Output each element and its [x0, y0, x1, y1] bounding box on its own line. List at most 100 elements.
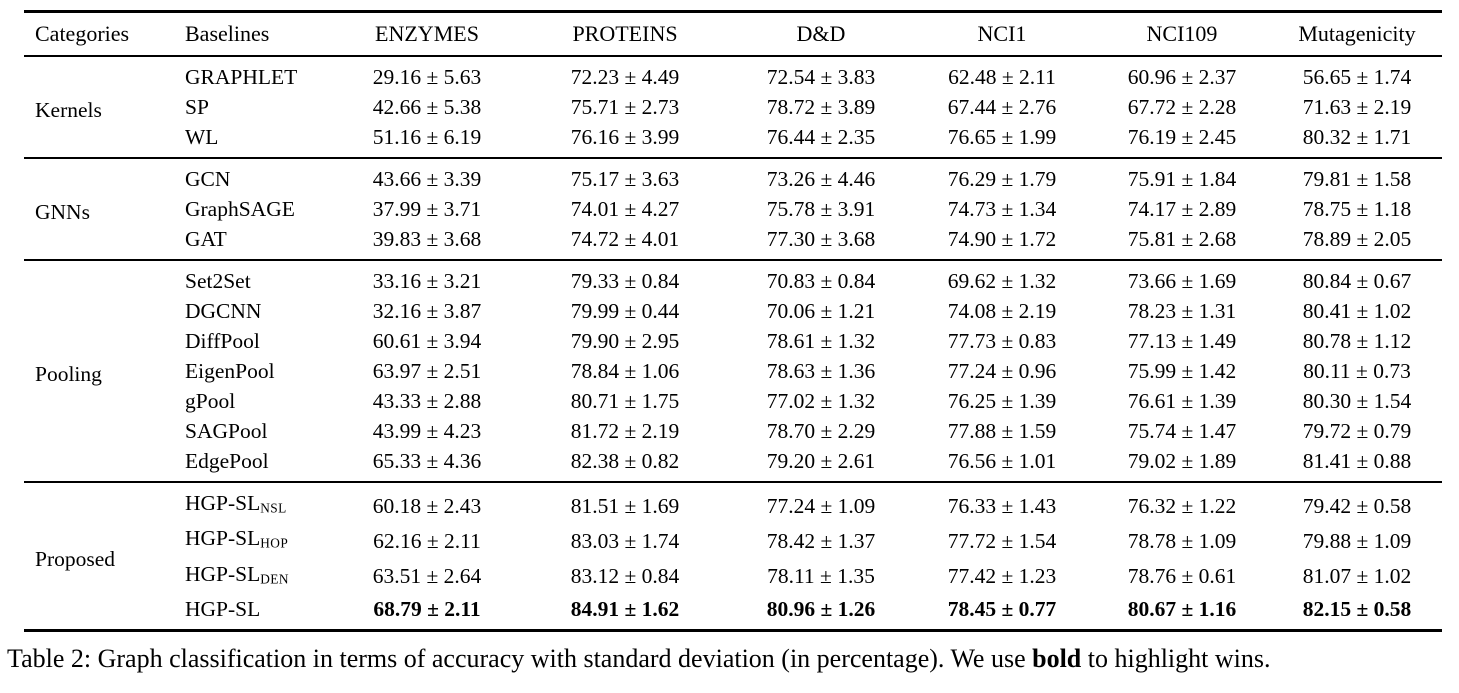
value-cell: 79.20 ± 2.61 — [766, 449, 876, 473]
baseline-subscript: HOP — [260, 535, 289, 551]
value-cell: 79.72 ± 0.79 — [1302, 419, 1412, 443]
baseline-cell: EdgePool — [185, 449, 269, 473]
table-caption: Table 2: Graph classification in terms o… — [7, 642, 1457, 676]
value-cell: 80.96 ± 1.26 — [766, 597, 876, 622]
value-cell: 63.97 ± 2.51 — [372, 359, 482, 383]
baseline-cell: HGP-SLHOP — [174, 523, 334, 558]
value-cell: 77.88 ± 1.59 — [947, 419, 1057, 443]
value-cell: 74.72 ± 4.01 — [570, 227, 680, 251]
table-row: WL 51.16 ± 6.19 76.16 ± 3.99 76.44 ± 2.35 76… — [24, 122, 1442, 158]
value-cell: 79.99 ± 0.44 — [570, 299, 680, 323]
value-cell: 75.99 ± 1.42 — [1127, 359, 1237, 383]
value-cell: 62.48 ± 2.11 — [948, 65, 1056, 89]
value-cell: 77.42 ± 1.23 — [947, 564, 1057, 589]
baseline-cell: GAT — [185, 227, 227, 251]
table-row: Proposed HGP-SLNSL 60.18 ± 2.43 81.51 ± 1.6… — [24, 482, 1442, 571]
value-cell: 78.45 ± 0.77 — [947, 597, 1057, 622]
value-cell: 81.72 ± 2.19 — [570, 419, 680, 443]
baseline-cell: GraphSAGE — [185, 197, 295, 221]
value-cell: 84.91 ± 1.62 — [570, 597, 680, 622]
section-proposed: Proposed HGP-SLNSL 60.18 ± 2.43 81.51 ± 1.6… — [24, 482, 1442, 631]
value-cell: 63.51 ± 2.64 — [372, 564, 482, 589]
value-cell: 78.11 ± 1.35 — [767, 564, 875, 589]
value-cell: 77.73 ± 0.83 — [947, 329, 1057, 353]
table-row: HGP-SLHOP 62.16 ± 2.11 83.03 ± 1.74 78.42 ±… — [24, 523, 1442, 558]
baseline-cell: WL — [185, 125, 219, 149]
value-cell: 74.08 ± 2.19 — [947, 299, 1057, 323]
value-cell: 60.61 ± 3.94 — [372, 329, 482, 353]
value-cell: 74.90 ± 1.72 — [947, 227, 1057, 251]
value-cell: 76.19 ± 2.45 — [1127, 125, 1237, 149]
value-cell: 79.81 ± 1.58 — [1302, 167, 1412, 191]
value-cell: 78.84 ± 1.06 — [570, 359, 680, 383]
table-row: SAGPool 43.99 ± 4.23 81.72 ± 2.19 78.70 ± 2… — [24, 416, 1442, 446]
value-cell: 80.78 ± 1.12 — [1302, 329, 1412, 353]
value-cell: 43.99 ± 4.23 — [372, 419, 482, 443]
value-cell: 72.23 ± 4.49 — [570, 65, 680, 89]
results-table: Categories Baselines ENZYMES PROTEINS D&D NCI… — [24, 10, 1442, 633]
column-header-baselines: Baselines — [185, 21, 270, 46]
category-cell: Proposed — [35, 546, 116, 571]
value-cell: 80.41 ± 1.02 — [1302, 299, 1412, 323]
column-header-categories: Categories — [35, 21, 130, 46]
header-row: Categories Baselines ENZYMES PROTEINS D&D NCI… — [24, 12, 1442, 57]
value-cell: 77.02 ± 1.32 — [766, 389, 876, 413]
value-cell: 77.72 ± 1.54 — [947, 529, 1057, 554]
value-cell: 81.51 ± 1.69 — [570, 493, 680, 518]
value-cell: 81.07 ± 1.02 — [1302, 564, 1412, 589]
column-header-d-d: D&D — [796, 21, 846, 46]
value-cell: 83.12 ± 0.84 — [570, 564, 680, 589]
baseline-subscript: NSL — [260, 500, 287, 516]
value-cell: 78.76 ± 0.61 — [1127, 564, 1237, 589]
value-cell: 73.66 ± 1.69 — [1127, 269, 1237, 293]
caption-bold-word: bold — [1032, 644, 1082, 673]
value-cell: 33.16 ± 3.21 — [372, 269, 482, 293]
baseline-cell: gPool — [185, 389, 236, 413]
value-cell: 42.66 ± 5.38 — [372, 95, 482, 119]
value-cell: 77.30 ± 3.68 — [766, 227, 876, 251]
baseline-name: HGP-SL — [185, 561, 261, 586]
baseline-cell: HGP-SL — [185, 597, 261, 622]
value-cell: 32.16 ± 3.87 — [372, 299, 482, 323]
value-cell: 82.15 ± 0.58 — [1302, 597, 1412, 622]
value-cell: 74.01 ± 4.27 — [570, 197, 680, 221]
value-cell: 75.78 ± 3.91 — [766, 197, 876, 221]
column-header-nci1: NCI1 — [977, 21, 1027, 46]
column-header-nci109: NCI109 — [1146, 21, 1218, 46]
value-cell: 51.16 ± 6.19 — [372, 125, 482, 149]
value-cell: 67.72 ± 2.28 — [1127, 95, 1237, 119]
value-cell: 60.96 ± 2.37 — [1127, 65, 1237, 89]
value-cell: 72.54 ± 3.83 — [766, 65, 876, 89]
table-row: DiffPool 60.61 ± 3.94 79.90 ± 2.95 78.61 ± … — [24, 326, 1442, 356]
caption-prefix: Table 2: Graph classification in terms o… — [7, 644, 1033, 673]
baseline-cell: GCN — [185, 167, 231, 191]
value-cell: 77.24 ± 0.96 — [947, 359, 1057, 383]
value-cell: 74.73 ± 1.34 — [947, 197, 1057, 221]
table-row: GraphSAGE 37.99 ± 3.71 74.01 ± 4.27 75.78 ±… — [24, 194, 1442, 224]
baseline-cell: HGP-SLNSL — [174, 482, 334, 523]
value-cell: 78.61 ± 1.32 — [766, 329, 876, 353]
table-row: Pooling Set2Set 33.16 ± 3.21 79.33 ± 0.84 70… — [24, 260, 1442, 386]
table-row: HGP-SL 68.79 ± 2.11 84.91 ± 1.62 80.96 ± 1.… — [24, 594, 1442, 631]
category-cell: GNNs — [35, 199, 90, 224]
category-cell: Pooling — [35, 361, 102, 386]
value-cell: 79.88 ± 1.09 — [1302, 529, 1412, 554]
value-cell: 75.71 ± 2.73 — [570, 95, 680, 119]
column-header-proteins: PROTEINS — [572, 21, 678, 46]
baseline-cell: DGCNN — [185, 299, 262, 323]
value-cell: 82.38 ± 0.82 — [570, 449, 680, 473]
value-cell: 83.03 ± 1.74 — [570, 529, 680, 554]
table-row: gPool 43.33 ± 2.88 80.71 ± 1.75 77.02 ± 1.3… — [24, 386, 1442, 416]
value-cell: 76.33 ± 1.43 — [947, 493, 1057, 518]
value-cell: 79.42 ± 0.58 — [1302, 493, 1412, 518]
value-cell: 80.67 ± 1.16 — [1127, 597, 1237, 622]
table-row: DGCNN 32.16 ± 3.87 79.99 ± 0.44 70.06 ± 1.2… — [24, 296, 1442, 326]
value-cell: 78.75 ± 1.18 — [1302, 197, 1412, 221]
value-cell: 56.65 ± 1.74 — [1302, 65, 1412, 89]
value-cell: 78.89 ± 2.05 — [1302, 227, 1412, 251]
value-cell: 80.32 ± 1.71 — [1302, 125, 1412, 149]
value-cell: 80.11 ± 0.73 — [1303, 359, 1411, 383]
value-cell: 65.33 ± 4.36 — [372, 449, 482, 473]
value-cell: 76.29 ± 1.79 — [947, 167, 1057, 191]
section-kernels: Kernels GRAPHLET 29.16 ± 5.63 72.23 ± 4.49 7… — [24, 56, 1442, 158]
